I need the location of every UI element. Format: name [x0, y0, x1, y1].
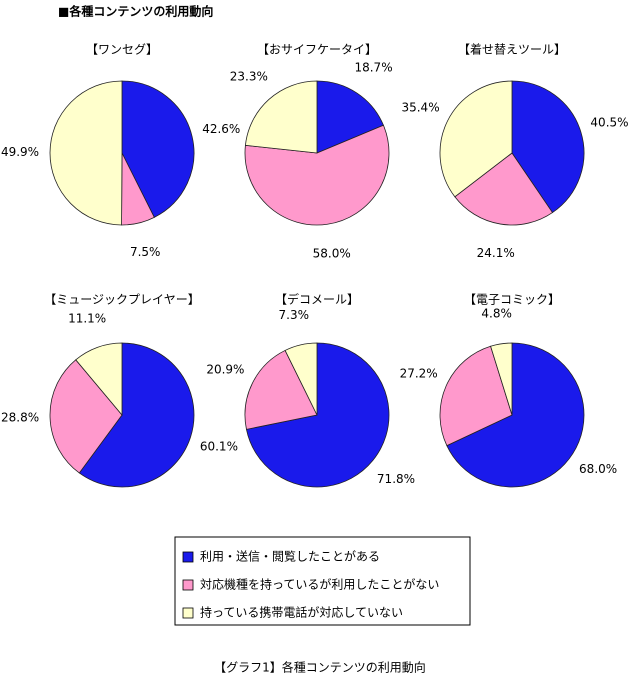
- value-label: 23.3%: [230, 70, 268, 84]
- value-label: 58.0%: [313, 246, 351, 260]
- pie-slice: [121, 80, 195, 218]
- pie-slice: [245, 342, 390, 488]
- caption: 【グラフ1】各種コンテンツの利用動向: [214, 660, 426, 675]
- pie-slice: [439, 345, 513, 447]
- page-title: ■各種コンテンツの利用動向: [58, 4, 213, 19]
- pie-slice: [490, 342, 513, 416]
- pie-slice: [454, 152, 554, 226]
- legend-label: 利用・送信・閲覧したことがある: [200, 549, 380, 564]
- value-label: 68.0%: [579, 462, 617, 476]
- legend-label: 対応機種を持っているが利用したことがない: [200, 577, 439, 592]
- pie-slice: [75, 342, 123, 417]
- value-label: 27.2%: [400, 366, 438, 380]
- value-label: 18.7%: [354, 61, 392, 75]
- pie-slice: [446, 342, 585, 488]
- pie-title: 【電子コミック】: [464, 293, 560, 307]
- value-label: 60.1%: [200, 439, 238, 453]
- pie-title: 【ワンセグ】: [86, 43, 158, 57]
- value-label: 20.9%: [206, 363, 244, 377]
- pie-slice: [244, 349, 318, 430]
- value-label: 4.8%: [481, 307, 512, 321]
- value-label: 71.8%: [377, 472, 415, 486]
- value-label: 7.3%: [279, 308, 310, 322]
- value-label: 11.1%: [68, 312, 106, 326]
- pie-slice: [78, 342, 195, 488]
- pie-title: 【おサイフケータイ】: [257, 43, 377, 57]
- legend-label: 持っている携帯電話が対応していない: [200, 605, 403, 620]
- pie-slice: [511, 80, 585, 214]
- pie-slice: [316, 80, 384, 154]
- legend-box: [174, 536, 471, 626]
- value-label: 24.1%: [477, 246, 515, 260]
- pie-slice: [284, 342, 318, 416]
- pie-slice: [439, 80, 513, 198]
- pie-title: 【デコメール】: [275, 292, 359, 307]
- legend-swatch: [182, 551, 194, 563]
- value-label: 49.9%: [1, 145, 39, 159]
- pie-title: 【着せ替えツール】: [458, 42, 566, 57]
- value-label: 40.5%: [590, 116, 628, 130]
- value-label: 42.6%: [202, 122, 240, 136]
- value-label: 7.5%: [130, 245, 161, 259]
- value-label: 35.4%: [401, 100, 439, 114]
- pie-title: 【ミュージックプレイヤー】: [44, 293, 199, 307]
- pie-slice: [244, 124, 390, 226]
- pie-slice: [49, 359, 123, 474]
- pie-slice: [49, 80, 123, 226]
- pie-slice: [244, 80, 318, 154]
- value-label: 28.8%: [1, 411, 39, 425]
- legend-swatch: [182, 607, 194, 619]
- legend-swatch: [182, 579, 194, 591]
